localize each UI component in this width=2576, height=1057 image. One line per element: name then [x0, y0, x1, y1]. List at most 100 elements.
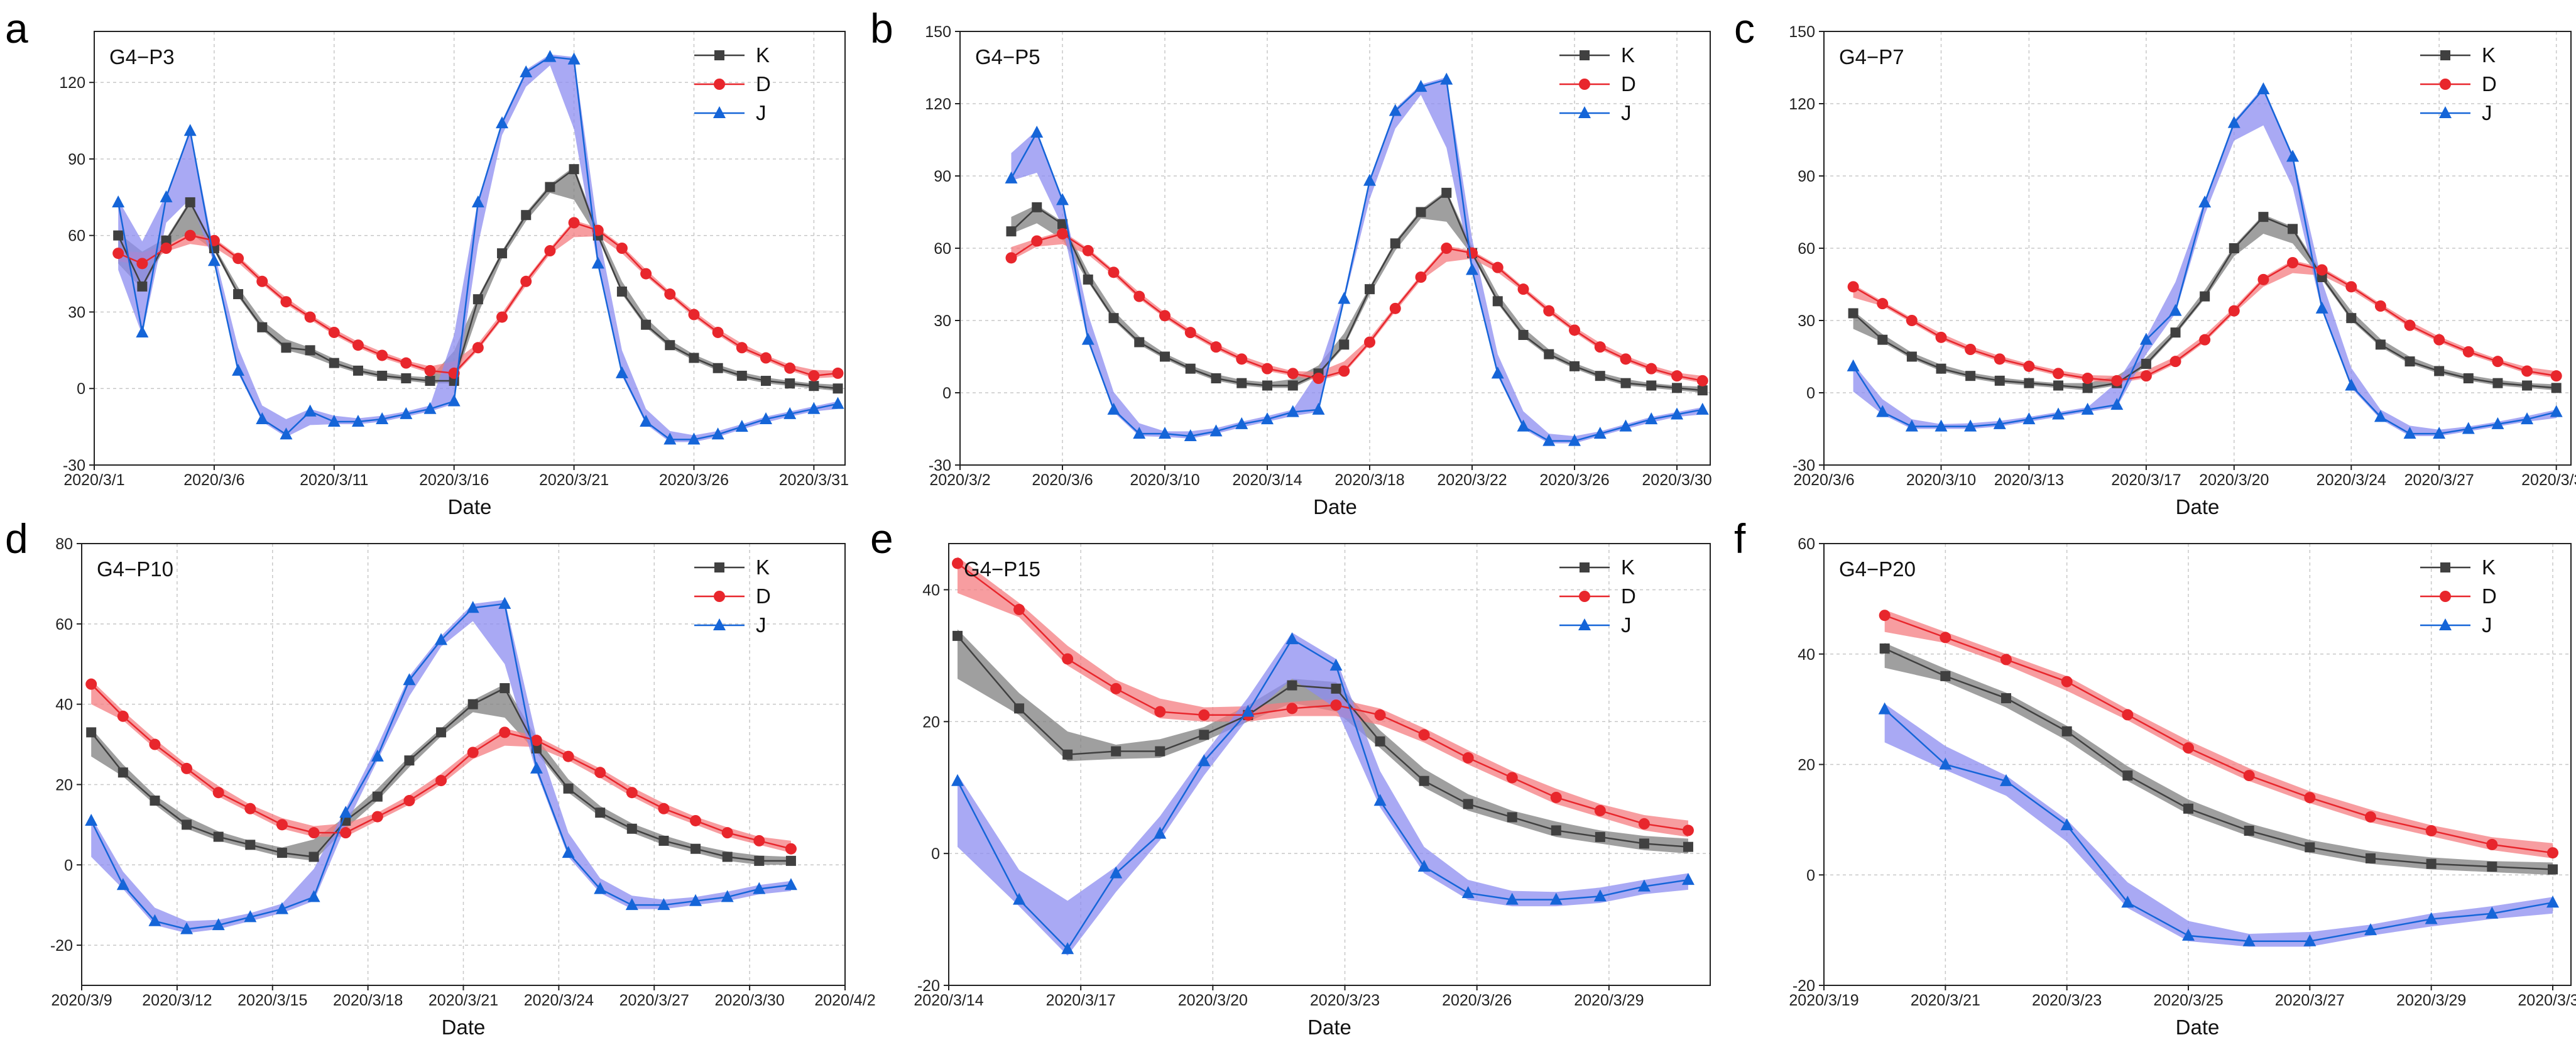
legend-marker-K: [714, 50, 724, 60]
point-J: [615, 366, 628, 378]
x-tick-label: 2020/3/14: [914, 992, 983, 1009]
legend-label-K: K: [1621, 43, 1635, 67]
y-tick-label: 0: [1806, 867, 1815, 884]
point-J: [1491, 366, 1504, 379]
legend-marker-K: [714, 562, 724, 572]
plot-frame: [948, 543, 1711, 986]
point-J: [1905, 419, 1918, 432]
point-K: [658, 835, 669, 846]
point-J: [85, 813, 98, 826]
legend-marker-D: [2440, 591, 2451, 602]
point-J: [112, 195, 125, 207]
point-K: [257, 322, 268, 332]
point-D: [117, 710, 129, 722]
point-J: [2303, 934, 2317, 946]
point-D: [376, 349, 388, 361]
point-J: [466, 601, 479, 613]
y-tick-label: 90: [68, 151, 85, 168]
x-tick-label: 2020/3/27: [2275, 992, 2345, 1009]
point-K: [1108, 313, 1119, 324]
point-K: [1057, 219, 1068, 229]
point-J: [2000, 774, 2012, 786]
point-K: [1595, 371, 1605, 381]
point-J: [403, 673, 416, 686]
point-K: [595, 808, 606, 818]
point-J: [327, 415, 341, 427]
point-K: [497, 248, 508, 259]
point-J: [831, 397, 844, 409]
point-K: [117, 767, 128, 778]
point-D: [112, 248, 124, 260]
point-D: [149, 738, 161, 750]
legend-label-D: D: [756, 72, 771, 96]
x-tick-label: 2020/3/30: [1642, 471, 1711, 489]
point-K: [2061, 726, 2072, 737]
x-tick-label: 2020/3/26: [659, 471, 729, 489]
point-J: [1363, 173, 1377, 186]
point-J: [2022, 412, 2036, 425]
x-tick-label: 2020/3/21: [1911, 992, 1980, 1009]
y-tick-label: 120: [925, 96, 951, 113]
point-D: [1418, 729, 1430, 741]
point-K: [2024, 378, 2034, 388]
legend-marker-D: [1579, 591, 1590, 602]
point-K: [2053, 380, 2064, 391]
point-D: [1994, 353, 2006, 365]
point-K: [1062, 749, 1073, 760]
point-D: [1154, 706, 1166, 718]
y-tick-label: 0: [942, 385, 951, 402]
legend-marker-J: [2439, 618, 2452, 630]
y-tick-label: 60: [934, 240, 951, 258]
legend-label-J: J: [756, 613, 767, 637]
line-K: [1010, 191, 1703, 392]
point-J: [1593, 427, 1607, 439]
y-tick-label: 30: [68, 304, 85, 321]
point-J: [689, 894, 702, 906]
point-D: [2425, 824, 2437, 836]
x-tick-label: 2020/3/6: [1793, 471, 1854, 489]
x-tick-label: 2020/3/26: [1539, 471, 1609, 489]
point-K: [1160, 351, 1171, 362]
point-D: [371, 811, 383, 823]
point-J: [1198, 754, 1211, 767]
point-D: [352, 339, 364, 351]
point-K: [2463, 373, 2474, 383]
point-D: [2316, 264, 2328, 276]
point-D: [530, 735, 542, 747]
x-tick-label: 2020/3/29: [2396, 992, 2466, 1009]
point-D: [1364, 336, 1376, 348]
point-D: [2550, 370, 2562, 382]
point-J: [1461, 886, 1475, 899]
y-tick-label: 60: [55, 616, 73, 633]
point-K: [722, 852, 733, 862]
point-K: [2434, 366, 2445, 376]
point-D: [1062, 653, 1074, 665]
point-J: [591, 256, 604, 269]
point-D: [1286, 703, 1298, 715]
point-J: [1549, 892, 1563, 905]
point-J: [116, 878, 129, 890]
point-D: [328, 326, 340, 338]
chart-panel-c: c 2020/3/6 2020/3/10 2020/3/13 2020/3/17 2020…: [1734, 5, 2576, 518]
point-D: [640, 268, 652, 280]
point-K: [1595, 831, 1605, 842]
point-K: [641, 319, 652, 330]
point-K: [2229, 243, 2239, 253]
point-J: [275, 902, 288, 914]
y-tick-label: 20: [55, 776, 73, 794]
point-D: [403, 795, 415, 807]
point-D: [304, 311, 316, 323]
point-K: [1287, 680, 1297, 691]
line-J: [1884, 708, 2553, 942]
band-K: [958, 629, 1688, 854]
line-J: [1852, 87, 2557, 435]
point-D: [690, 814, 702, 826]
point-D: [1935, 331, 1947, 343]
point-J: [2345, 378, 2358, 391]
point-D: [2492, 356, 2504, 368]
point-K: [2288, 224, 2298, 234]
point-D: [280, 296, 292, 308]
point-K: [2170, 327, 2181, 338]
point-J: [400, 407, 413, 419]
point-K: [569, 164, 579, 175]
